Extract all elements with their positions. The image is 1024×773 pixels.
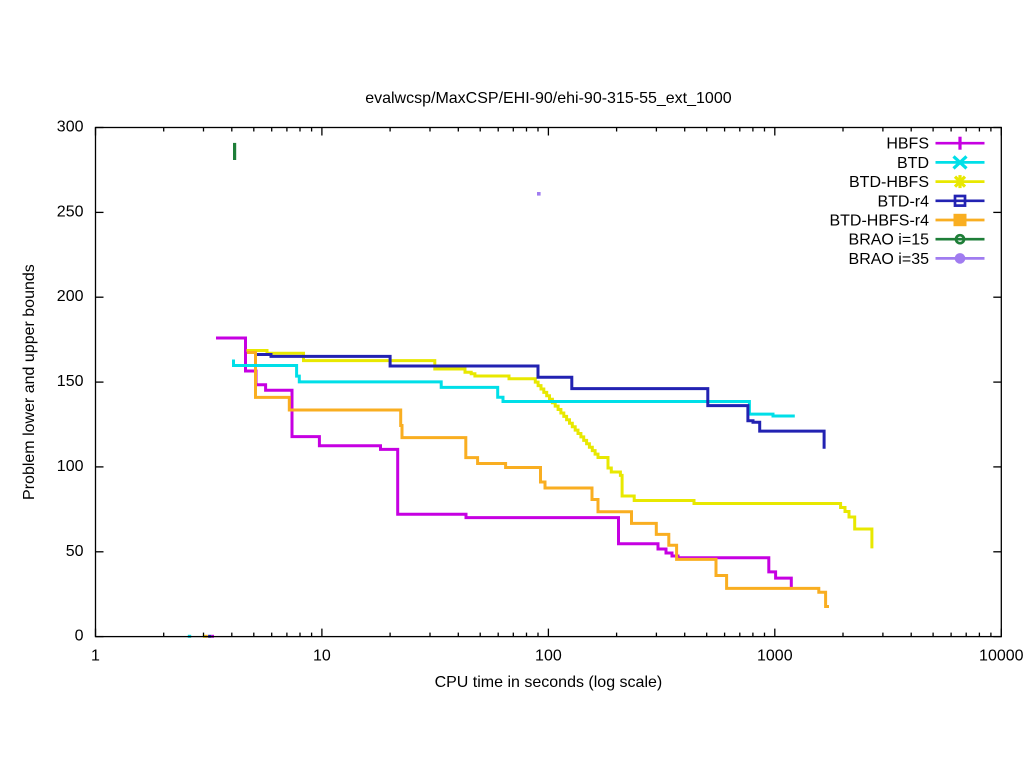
svg-text:10000: 10000 bbox=[979, 648, 1024, 665]
svg-text:CPU time in seconds (log scale: CPU time in seconds (log scale) bbox=[435, 674, 663, 691]
svg-text:100: 100 bbox=[535, 648, 562, 665]
svg-text:BTD-r4: BTD-r4 bbox=[877, 193, 929, 210]
svg-text:Problem lower and upper bounds: Problem lower and upper bounds bbox=[21, 264, 38, 500]
svg-text:200: 200 bbox=[57, 288, 84, 305]
svg-text:250: 250 bbox=[57, 203, 84, 220]
svg-text:HBFS: HBFS bbox=[886, 136, 929, 153]
svg-text:evalwcsp/MaxCSP/EHI-90/ehi-90-: evalwcsp/MaxCSP/EHI-90/ehi-90-315-55_ext… bbox=[365, 90, 732, 107]
svg-text:300: 300 bbox=[57, 119, 84, 136]
svg-text:1000: 1000 bbox=[757, 648, 793, 665]
svg-text:BRAO i=35: BRAO i=35 bbox=[849, 251, 930, 268]
svg-text:BTD: BTD bbox=[897, 155, 929, 172]
svg-text:0: 0 bbox=[75, 628, 84, 645]
svg-text:50: 50 bbox=[66, 543, 84, 560]
svg-text:100: 100 bbox=[57, 458, 84, 475]
svg-text:BTD-HBFS-r4: BTD-HBFS-r4 bbox=[829, 213, 929, 230]
svg-text:1: 1 bbox=[91, 648, 100, 665]
svg-text:10: 10 bbox=[313, 648, 331, 665]
svg-text:BTD-HBFS: BTD-HBFS bbox=[849, 174, 929, 191]
svg-text:BRAO i=15: BRAO i=15 bbox=[849, 232, 930, 249]
svg-text:150: 150 bbox=[57, 373, 84, 390]
